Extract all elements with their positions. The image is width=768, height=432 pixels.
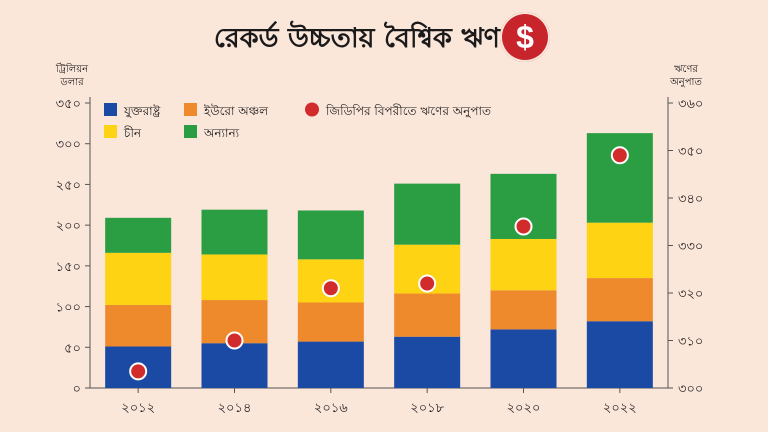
bar-segment-euro [105, 304, 172, 347]
ratio-point [225, 331, 244, 350]
bar-segment-euro [586, 278, 653, 322]
legend-label-other: অন্যান্য [203, 126, 240, 140]
legend-label-ratio: জিডিপির বিপরীতে ঋণের অনুপাত [325, 104, 492, 119]
bar-segment-usa [394, 336, 461, 388]
y2-tick-label: ৩১০ [678, 335, 703, 350]
chart-title: রেকর্ড উচ্চতায় বৈশ্বিক ঋণ [213, 23, 500, 54]
legend-swatch-euro [184, 103, 197, 116]
x-tick-label: ২০২২ [603, 401, 637, 416]
y-tick-label: ৩৫০ [56, 97, 81, 112]
bar-segment-china [201, 254, 268, 301]
bar-segment-usa [297, 341, 364, 388]
bar-segment-other [201, 209, 268, 255]
bar-segment-china [105, 252, 172, 305]
ratio-point [610, 146, 629, 165]
y2-tick-label: ৩২০ [678, 287, 703, 302]
legend-swatch-usa [104, 103, 117, 116]
legend-label-usa: যুক্তরাষ্ট্র [123, 104, 161, 119]
y-tick-label: ১৫০ [56, 260, 81, 275]
y2-tick-label: ৩৬০ [678, 97, 703, 112]
legend-swatch-other [184, 125, 197, 138]
bar-segment-other [394, 183, 461, 245]
y2-axis-label: অনুপাত [669, 77, 702, 88]
y-tick-label: ২০০ [56, 219, 81, 234]
legend-swatch-china [104, 125, 117, 138]
y2-axis-label: ঋণের [674, 64, 698, 75]
legend-swatch-ratio [305, 102, 319, 117]
y2-tick-label: ৩৫০ [678, 145, 703, 160]
y-tick-label: ৩০০ [56, 138, 81, 153]
y-axis-label: ট্রিলিয়ন [55, 63, 89, 75]
y2-tick-label: ৩০০ [678, 382, 703, 397]
y-tick-label: ২৫০ [56, 178, 81, 193]
bar-segment-other [105, 217, 172, 253]
bar-segment-china [490, 238, 557, 291]
bar-segment-other [297, 210, 364, 260]
x-tick-label: ২০২০ [507, 401, 541, 416]
legend-label-euro: ইউরো অঞ্চল [203, 104, 269, 118]
ratio-point [418, 274, 437, 293]
bar-segment-euro [490, 290, 557, 330]
bar-segment-china [586, 222, 653, 279]
y-tick-label: ৫০ [64, 341, 81, 356]
bar-segment-euro [394, 293, 461, 337]
y2-tick-label: ৩৪০ [678, 192, 703, 207]
x-tick-label: ২০১৪ [218, 401, 252, 416]
y-tick-label: ১০০ [56, 301, 81, 316]
dollar-icon: $ [500, 12, 550, 62]
bar-segment-euro [297, 302, 364, 342]
x-tick-label: ২০১৮ [410, 401, 444, 416]
ratio-point [321, 279, 340, 298]
y-axis-label: ডলার [59, 77, 84, 88]
bar-segment-usa [201, 343, 268, 388]
ratio-point [129, 362, 148, 381]
x-tick-label: ২০১৬ [314, 401, 348, 416]
bar-segment-usa [586, 321, 653, 388]
bar-segment-usa [490, 329, 557, 388]
x-tick-label: ২০১২ [121, 401, 155, 416]
y2-tick-label: ৩৩০ [678, 240, 703, 255]
ratio-point [514, 217, 533, 236]
y-tick-label: ০ [73, 382, 81, 397]
legend-label-china: চীন [123, 126, 142, 140]
